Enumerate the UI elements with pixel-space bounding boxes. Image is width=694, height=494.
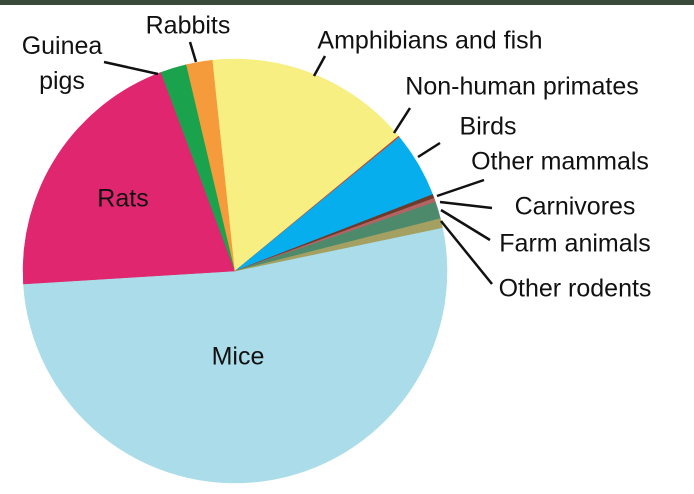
slice-label: Birds xyxy=(460,113,517,141)
pie xyxy=(22,58,448,484)
leader xyxy=(440,220,493,285)
slice-label: Non-human primates xyxy=(405,73,638,101)
slice xyxy=(22,72,236,285)
slice-label: Rats xyxy=(97,185,148,213)
slice-label: Other rodents xyxy=(499,275,652,303)
leader-lines xyxy=(103,41,493,285)
leader xyxy=(188,41,198,63)
leader xyxy=(436,178,485,198)
slice xyxy=(23,227,448,484)
slice-label: Amphibians and fish xyxy=(317,27,542,55)
leader xyxy=(417,141,441,159)
slice-label: Other mammals xyxy=(471,148,649,176)
leader xyxy=(439,200,493,210)
leader xyxy=(440,208,491,242)
slice-label: Guinea pigs xyxy=(22,32,103,95)
slice-label: Rabbits xyxy=(146,12,231,40)
slice-label: Carnivores xyxy=(515,193,636,221)
slice-label: Mice xyxy=(212,343,265,371)
slice-label: Farm animals xyxy=(499,230,650,258)
leader xyxy=(392,107,412,134)
leader xyxy=(312,55,327,77)
photo-strip xyxy=(0,0,694,5)
leader xyxy=(103,60,159,76)
